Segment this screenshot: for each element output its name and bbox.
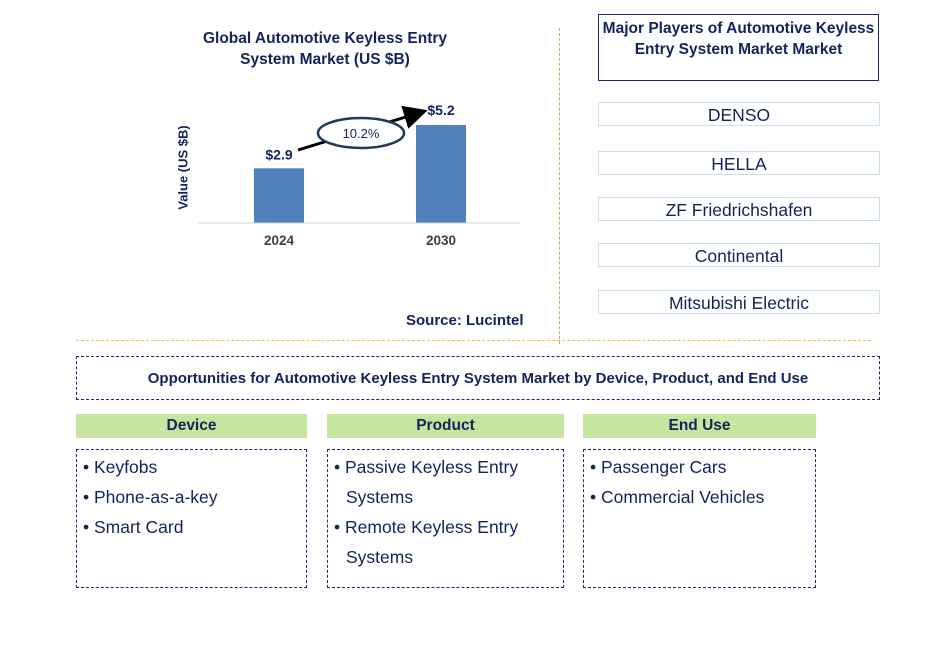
list-item-label: Passive Keyless Entry Systems xyxy=(345,457,519,507)
player-item: Mitsubishi Electric xyxy=(598,290,880,314)
player-item: ZF Friedrichshafen xyxy=(598,197,880,221)
list-item-label: Smart Card xyxy=(94,517,184,537)
bullet-icon: • xyxy=(83,457,94,477)
column-header-device: Device xyxy=(76,414,307,438)
horizontal-divider xyxy=(76,340,871,341)
player-item: DENSO xyxy=(598,102,880,126)
list-item-label: Keyfobs xyxy=(94,457,158,477)
list-item: • Keyfobs xyxy=(81,452,302,482)
list-item-label: Remote Keyless Entry Systems xyxy=(345,517,519,567)
player-item: Continental xyxy=(598,243,880,267)
x-tick-label: 2024 xyxy=(264,233,295,248)
bullet-icon: • xyxy=(590,457,601,477)
cagr-label: 10.2% xyxy=(343,126,380,141)
data-label: $5.2 xyxy=(427,102,454,118)
column-header-product: Product xyxy=(327,414,564,438)
player-item: HELLA xyxy=(598,151,880,175)
column-list: • Passenger Cars • Commercial Vehicles xyxy=(583,449,816,588)
list-item-label: Passenger Cars xyxy=(601,457,727,477)
bar-chart: $2.9 2024 $5.2 2030 10.2% xyxy=(198,102,520,248)
list-item: • Commercial Vehicles xyxy=(588,482,811,512)
chart-title: Global Automotive Keyless Entry System M… xyxy=(202,30,448,68)
bullet-icon: • xyxy=(83,517,94,537)
source-label: Source: Lucintel xyxy=(406,312,524,329)
opportunities-title: Opportunities for Automotive Keyless Ent… xyxy=(76,356,880,400)
bullet-icon: • xyxy=(590,487,601,507)
list-item: • Remote Keyless Entry Systems xyxy=(332,512,559,572)
cagr-ellipse xyxy=(316,116,406,150)
bullet-icon: • xyxy=(334,517,345,537)
bar-2030 xyxy=(416,125,466,223)
column-list: • Keyfobs • Phone-as-a-key • Smart Card xyxy=(76,449,307,588)
major-players-title: Major Players of Automotive Keyless Entr… xyxy=(598,14,879,81)
column-header-end-use: End Use xyxy=(583,414,816,438)
bullet-icon: • xyxy=(83,487,94,507)
list-item-label: Commercial Vehicles xyxy=(601,487,765,507)
list-item: • Smart Card xyxy=(81,512,302,542)
bar-2024 xyxy=(254,168,304,223)
data-label: $2.9 xyxy=(265,146,292,162)
list-item: • Passenger Cars xyxy=(588,452,811,482)
column-list: • Passive Keyless Entry Systems • Remote … xyxy=(327,449,564,588)
list-item: • Passive Keyless Entry Systems xyxy=(332,452,559,512)
vertical-divider xyxy=(559,28,560,344)
list-item-label: Phone-as-a-key xyxy=(94,487,218,507)
x-tick-label: 2030 xyxy=(426,233,456,248)
bullet-icon: • xyxy=(334,457,345,477)
list-item: • Phone-as-a-key xyxy=(81,482,302,512)
